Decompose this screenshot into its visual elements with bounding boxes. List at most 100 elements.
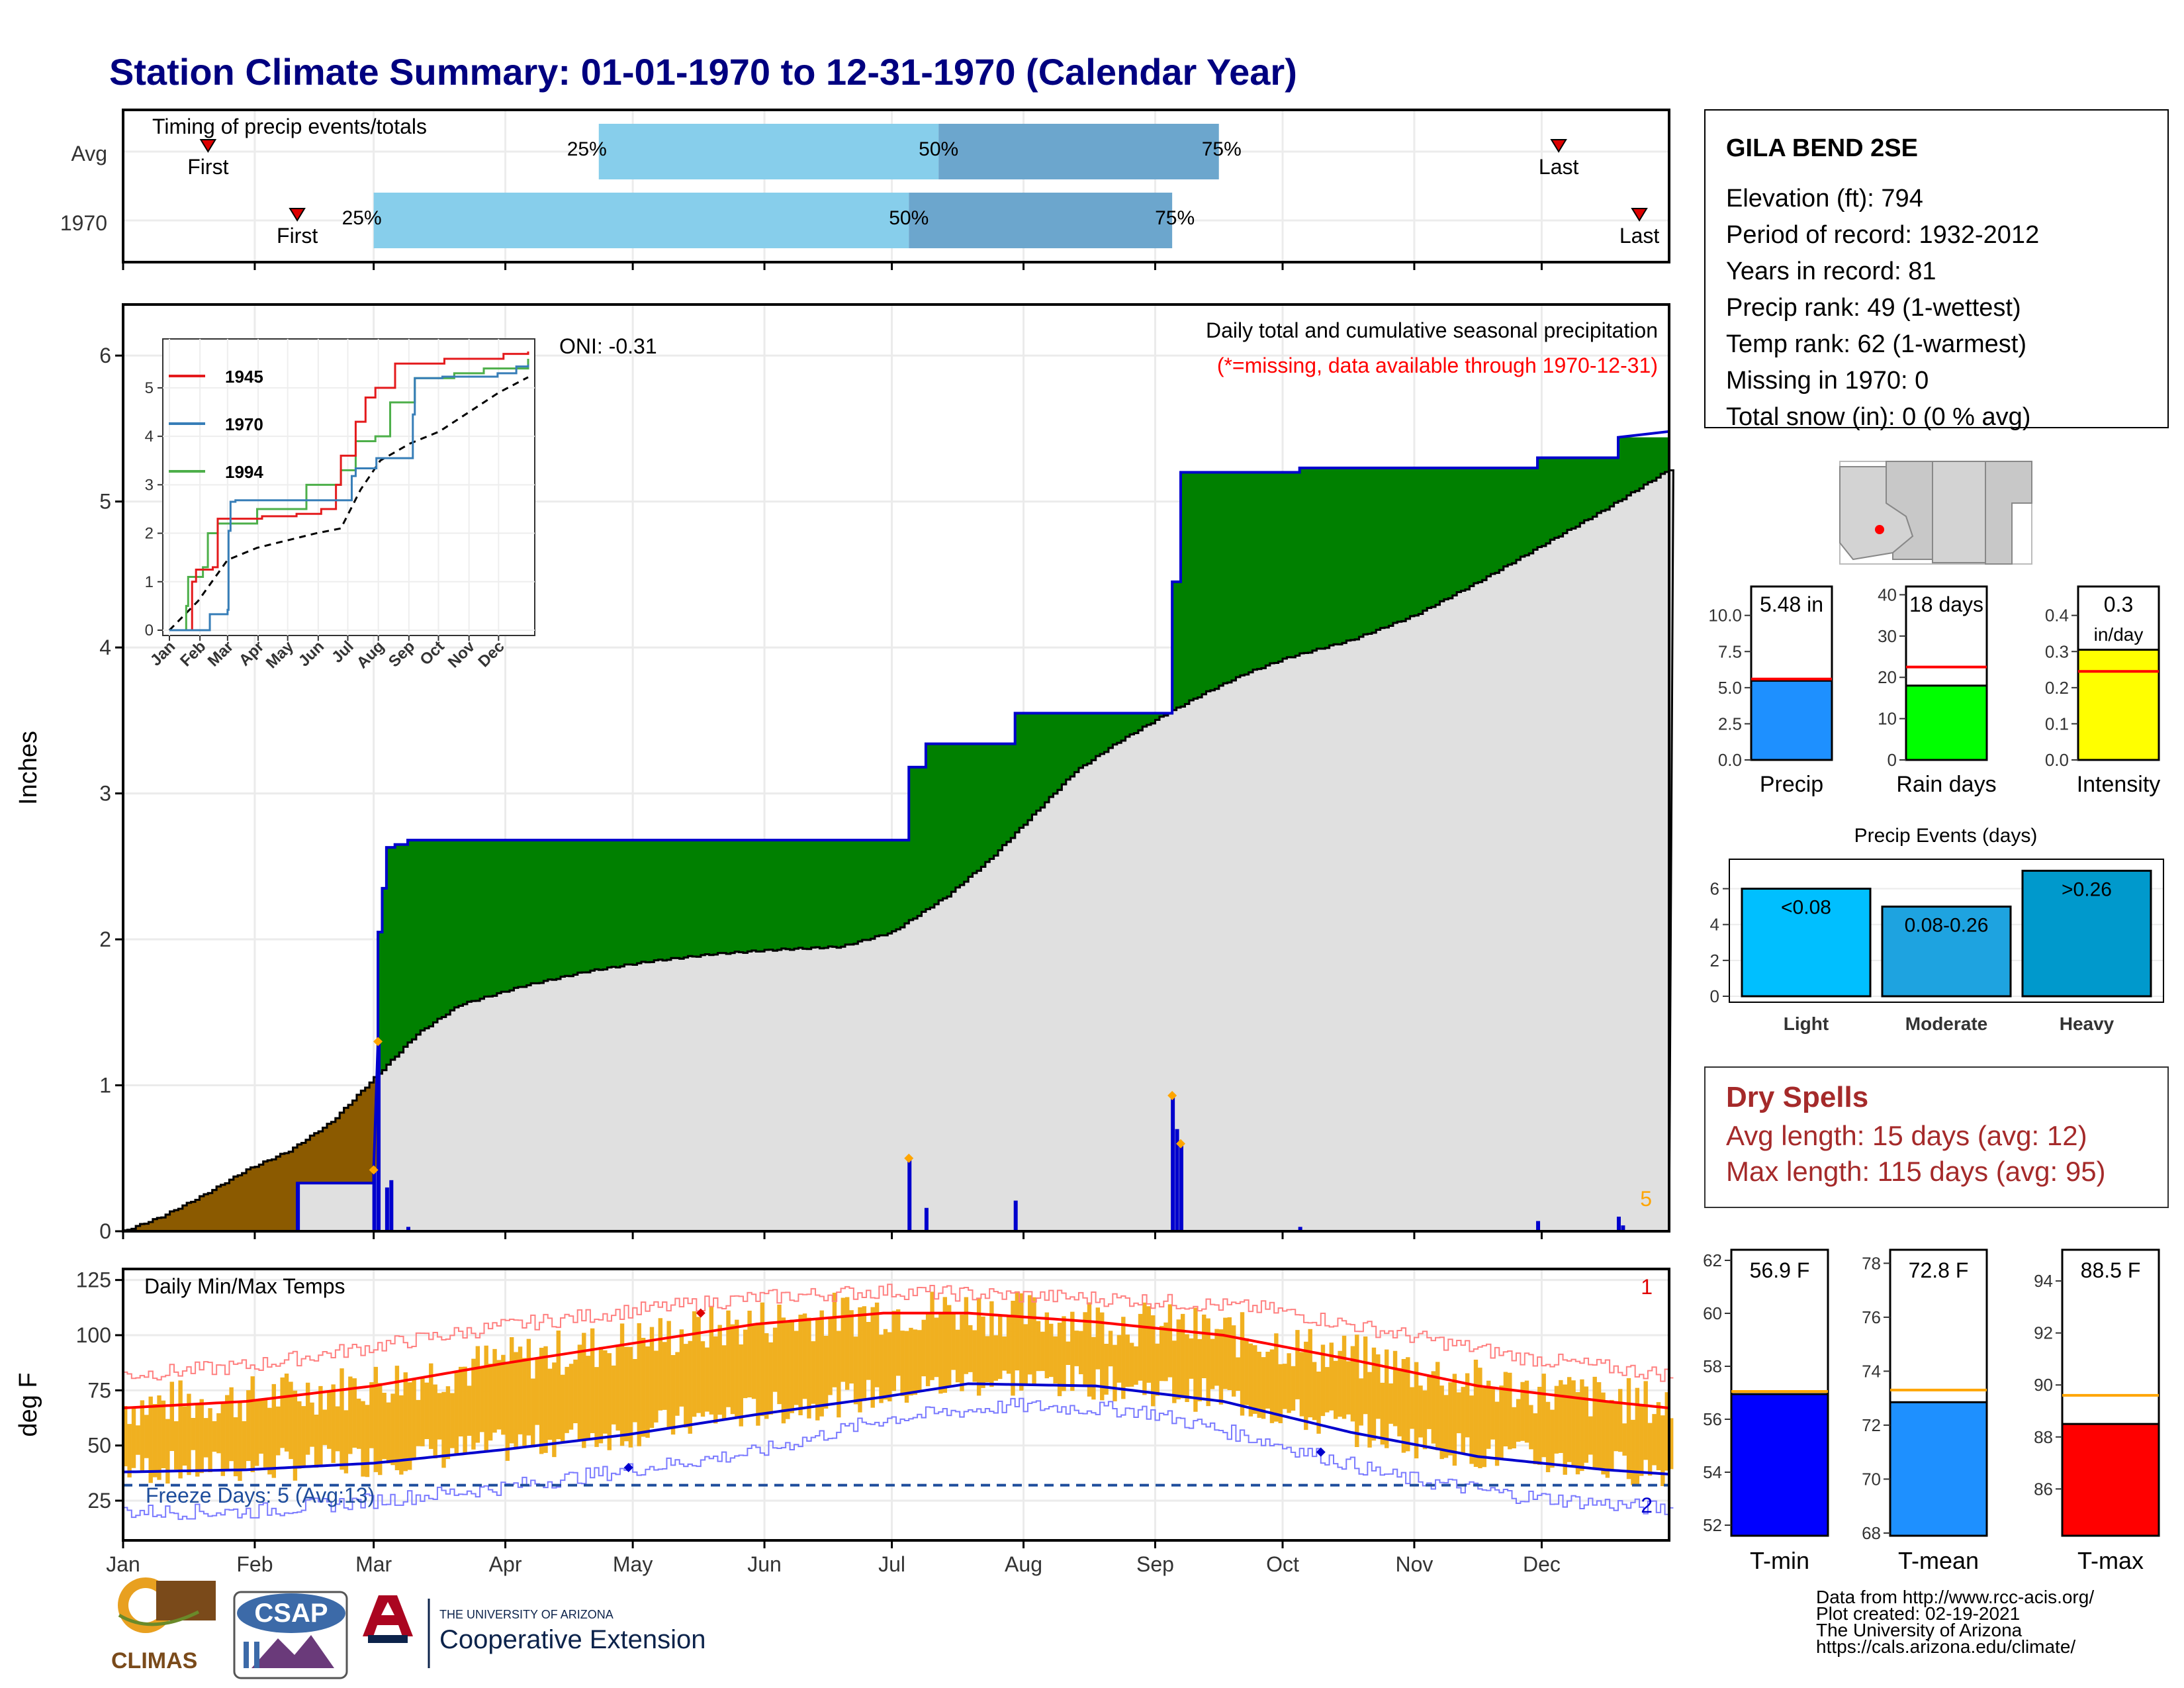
temp-bar-ytick-label: 62: [1703, 1250, 1722, 1270]
temp-ytick-label: 25: [87, 1489, 111, 1513]
daily-temp-range-bars: [123, 1291, 1674, 1486]
temp-extreme-marker: [1316, 1447, 1326, 1457]
inset-average-line: [168, 376, 529, 632]
climas-wordmark: CLIMAS: [111, 1648, 197, 1673]
mini-bar-ytick-label: 5.0: [1718, 678, 1742, 698]
record-low-line: [123, 1397, 1674, 1521]
page-title: Station Climate Summary: 01-01-1970 to 1…: [109, 51, 1297, 93]
timing-pct75: 75%: [1155, 207, 1195, 229]
month-label-aug: Aug: [1005, 1552, 1042, 1576]
temp-bar-label: T-mean: [1898, 1547, 1979, 1574]
temp-bar-value-label: 72.8 F: [1909, 1258, 1969, 1282]
mini-bar-ytick-label: 20: [1878, 667, 1897, 687]
record-high-line: [123, 1284, 1674, 1382]
mini-bar-ytick-label: 0: [1888, 750, 1897, 770]
daily-precip-bar: [1616, 1216, 1621, 1231]
temp-heading: Daily Min/Max Temps: [144, 1274, 345, 1298]
temp-bar-t-mean: 72.8 F 68 70 72 74 76 78 T-mean: [1862, 1248, 1988, 1574]
footer-line-4: https://cals.arizona.edu/climate/: [1816, 1636, 2075, 1657]
temp-bar-value-label: 88.5 F: [2081, 1258, 2141, 1282]
daily-precip-bar: [385, 1187, 389, 1231]
temp-ytick-label: 75: [87, 1378, 111, 1402]
temp-bar-ytick-label: 92: [2034, 1323, 2053, 1343]
events-bar-label: >0.26: [2062, 878, 2112, 900]
mini-bar-value: [1905, 684, 1988, 761]
daily-precip-bar: [1171, 1095, 1175, 1231]
timing-pct25: 25%: [567, 138, 607, 160]
dry-max: Max length: 115 days (avg: 95): [1726, 1156, 2106, 1187]
mini-bar-ytick-label: 10.0: [1708, 606, 1742, 626]
timing-pct50: 50%: [919, 138, 958, 160]
footer-line-3: The University of Arizona: [1816, 1620, 2023, 1640]
temp-bar-ytick-label: 70: [1862, 1469, 1881, 1489]
inset-1970-line: [169, 364, 529, 632]
station-line: Period of record: 1932-2012: [1726, 221, 2039, 249]
daily-precip-bar: [907, 1158, 912, 1231]
mini-bar-ytick-label: 7.5: [1718, 641, 1742, 661]
dry-title: Dry Spells: [1726, 1081, 1868, 1113]
csap-wordmark: CSAP: [254, 1599, 328, 1628]
month-label-mar: Mar: [355, 1552, 392, 1576]
daily-precip-bar: [1175, 1129, 1179, 1231]
temp-extreme-marker: [696, 1308, 705, 1318]
month-label-dec: Dec: [1523, 1552, 1561, 1576]
mini-bar-value-unit: in/day: [2094, 624, 2144, 645]
timing-bar-25-50: [598, 124, 939, 179]
precip-event-marker: [369, 1165, 379, 1175]
timing-pct25: 25%: [342, 207, 382, 229]
daily-precip-bar: [1621, 1225, 1625, 1231]
precip-panel: 0 1 2 3 4 5 6 Inches Daily total and cumulativ…: [15, 303, 1674, 1243]
events-bar-label: 0.08-0.26: [1905, 915, 1989, 937]
temp-bar-label: T-min: [1750, 1547, 1809, 1574]
mini-bar-ytick-label: 0.0: [2045, 750, 2069, 770]
inset-1945-line: [188, 351, 529, 632]
average-cumulative-line: [123, 469, 1674, 1232]
mini-bar-value-label: 5.48 in: [1760, 592, 1823, 616]
precip-ytick-label: 6: [99, 344, 111, 367]
station-line: Total snow (in): 0 (0 % avg): [1726, 403, 2030, 431]
temp-bar-ytick-label: 94: [2034, 1271, 2053, 1291]
station-name: GILA BEND 2SE: [1726, 134, 1918, 162]
station-line: Years in record: 81: [1726, 258, 1936, 285]
first-marker: [289, 208, 306, 222]
month-label-nov: Nov: [1395, 1552, 1433, 1576]
precip-ytick-label: 5: [99, 490, 111, 514]
daily-precip-bar: [377, 1041, 381, 1231]
daily-precip-bar: [1536, 1221, 1541, 1231]
temp-bar-ytick-label: 74: [1862, 1361, 1881, 1381]
oni-label: ONI: -0.31: [559, 334, 657, 358]
events-bar-moderate: [1881, 906, 2012, 998]
precip-event-marker: [1167, 1090, 1177, 1100]
mini-bar-value-label: 0.3: [2104, 592, 2133, 616]
mini-bar-value-label: 18 days: [1909, 592, 1983, 616]
inset-ytick-label: 3: [145, 476, 154, 494]
temp-bar-ytick-label: 88: [2034, 1427, 2053, 1447]
average-min-line: [122, 1382, 1670, 1476]
month-label-feb: Feb: [236, 1552, 273, 1576]
daily-precip-bar: [924, 1207, 929, 1231]
mini-bar-value: [1750, 679, 1833, 761]
precip-ytick-label: 2: [99, 927, 111, 951]
legend-1970: 1970: [225, 414, 263, 434]
month-label-jul: Jul: [878, 1552, 905, 1576]
missing-note: (*=missing, data available through 1970-…: [1217, 353, 1658, 377]
temp-bar-ytick-label: 86: [2034, 1479, 2053, 1499]
temp-bar-ytick-label: 90: [2034, 1375, 2053, 1395]
station-line: Temp rank: 62 (1-warmest): [1726, 330, 2026, 358]
mini-bar-label: Intensity: [2077, 772, 2161, 797]
temp-extreme-marker: [623, 1463, 633, 1472]
station-line: Precip rank: 49 (1-wettest): [1726, 294, 2021, 322]
temp-bar-ytick-label: 60: [1703, 1303, 1722, 1323]
daily-precip-bar: [1013, 1200, 1018, 1231]
station-location-marker: [1875, 525, 1884, 534]
precip-event-marker: [904, 1153, 914, 1163]
month-label-oct: Oct: [1266, 1552, 1299, 1576]
legend-1945: 1945: [225, 367, 263, 387]
temp-bar-label: T-max: [2077, 1547, 2144, 1574]
mini-bar-ytick-label: 0.2: [2045, 678, 2069, 698]
events-category-label: Light: [1784, 1013, 1829, 1034]
first-label: First: [277, 224, 318, 248]
temp-bar-ytick-label: 72: [1862, 1415, 1881, 1435]
mini-bar-ytick-label: 40: [1878, 585, 1897, 604]
